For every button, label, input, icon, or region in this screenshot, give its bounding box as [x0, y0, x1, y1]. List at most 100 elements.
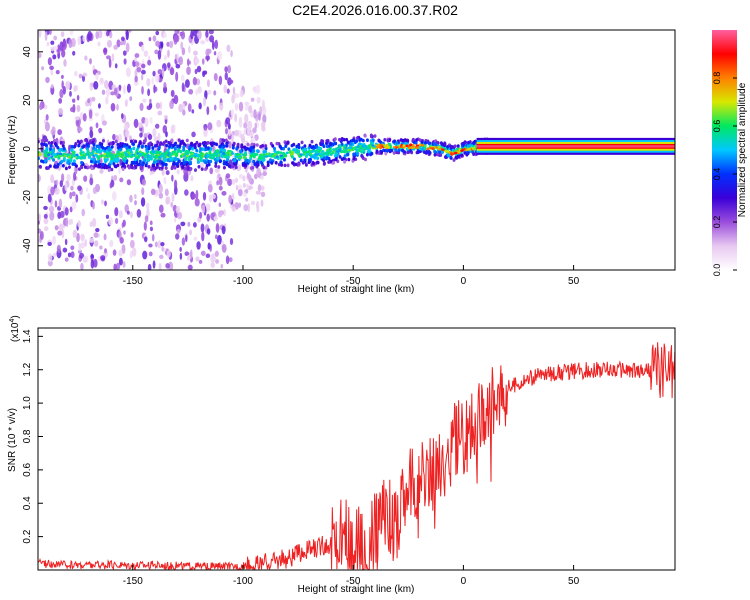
- heatmap-cell: [52, 158, 56, 162]
- heatmap-cell: [38, 228, 42, 234]
- heatmap-cell: [243, 122, 248, 129]
- heatmap-cell: [64, 238, 68, 246]
- heatmap-cell: [180, 74, 185, 82]
- heatmap-cell: [154, 86, 158, 92]
- heatmap-cell: [43, 226, 49, 232]
- heatmap-cell: [209, 141, 213, 146]
- heatmap-cell: [56, 162, 60, 167]
- heatmap-cell: [258, 155, 263, 159]
- heatmap-cell: [170, 124, 174, 134]
- heatmap-cell: [84, 55, 88, 61]
- heatmap-cell: [310, 139, 314, 144]
- heatmap-cell: [202, 70, 206, 78]
- heatmap-cell: [110, 105, 116, 111]
- heatmap-cell: [165, 263, 170, 269]
- heatmap-cell: [47, 193, 52, 203]
- heatmap-cell: [314, 151, 319, 154]
- heatmap-cell: [427, 150, 431, 155]
- heatmap-cell: [163, 81, 167, 89]
- heatmap-cell: [322, 144, 326, 149]
- heatmap-cell: [476, 145, 675, 148]
- heatmap-cell: [223, 209, 227, 217]
- heatmap-cell: [108, 217, 113, 226]
- y-tick-label: -20: [22, 190, 33, 205]
- heatmap-cell: [278, 145, 282, 149]
- heatmap-cell: [51, 148, 55, 152]
- heatmap-cell: [261, 144, 265, 148]
- y-tick-label: 20: [22, 94, 33, 106]
- chart-title: C2E4.2026.016.00.37.R02: [292, 2, 458, 18]
- heatmap-cell: [59, 152, 63, 156]
- heatmap-cell: [136, 208, 142, 218]
- heatmap-cell: [49, 143, 53, 148]
- heatmap-cell: [446, 153, 450, 157]
- heatmap-cell: [64, 257, 69, 262]
- heatmap-cell: [53, 142, 57, 146]
- heatmap-cell: [185, 152, 189, 156]
- heatmap-cell: [218, 185, 223, 191]
- heatmap-cell: [104, 80, 109, 89]
- heatmap-cell: [87, 165, 91, 170]
- heatmap-cell: [109, 239, 114, 248]
- heatmap-cell: [332, 148, 336, 151]
- heatmap-cell: [140, 144, 144, 149]
- heatmap-cell: [151, 233, 155, 242]
- heatmap-cell: [110, 91, 115, 96]
- heatmap-cell: [217, 165, 221, 169]
- heatmap-cell: [297, 161, 301, 166]
- heatmap-cell: [252, 145, 256, 149]
- heatmap-cell: [112, 133, 116, 141]
- heatmap-cell: [90, 152, 94, 155]
- heatmap-cell: [114, 139, 118, 144]
- heatmap-cell: [142, 98, 147, 103]
- heatmap-cell: [226, 155, 230, 159]
- heatmap-cell: [189, 229, 193, 236]
- heatmap-cell: [327, 151, 331, 154]
- heatmap-cell: [333, 137, 337, 141]
- heatmap-cell: [164, 188, 169, 197]
- heatmap-cell: [347, 157, 351, 162]
- heatmap-cell: [349, 141, 353, 146]
- heatmap-cell: [122, 144, 126, 148]
- heatmap-cell: [222, 165, 226, 170]
- heatmap-cell: [205, 30, 209, 38]
- heatmap-cell: [148, 142, 152, 146]
- heatmap-cell: [334, 151, 338, 156]
- heatmap-cell: [152, 70, 156, 77]
- heatmap-cell: [238, 174, 243, 179]
- heatmap-cell: [233, 158, 237, 163]
- heatmap-cell: [227, 64, 232, 74]
- heatmap-cell: [310, 150, 314, 153]
- y-tick-label: -40: [22, 238, 33, 253]
- heatmap-cell: [176, 161, 180, 166]
- heatmap-cell: [100, 77, 103, 84]
- heatmap-cell: [393, 139, 397, 143]
- heatmap-cell: [77, 220, 82, 228]
- heatmap-cell: [99, 168, 104, 174]
- heatmap-cell: [188, 88, 194, 95]
- heatmap-cell: [444, 149, 448, 153]
- heatmap-cell: [110, 167, 114, 172]
- heatmap-cell: [116, 163, 120, 168]
- x-tick-label: -150: [123, 576, 143, 587]
- heatmap-cell: [292, 157, 296, 161]
- heatmap-cell: [157, 240, 162, 249]
- heatmap-cell: [74, 142, 78, 146]
- heatmap-cell: [93, 258, 98, 268]
- heatmap-cell: [40, 142, 44, 146]
- heatmap-cell: [48, 205, 55, 213]
- heatmap-cell: [115, 157, 119, 162]
- heatmap-cell: [244, 159, 248, 163]
- heatmap-cell: [217, 51, 223, 61]
- heatmap-cell: [205, 163, 209, 168]
- heatmap-cell: [410, 146, 414, 150]
- heatmap-cell: [420, 140, 424, 144]
- heatmap-cell: [129, 151, 134, 154]
- heatmap-cell: [80, 233, 85, 242]
- heatmap-cell: [416, 150, 420, 154]
- colorbar-tick-label: 0.4: [712, 168, 722, 181]
- heatmap-cell: [75, 153, 79, 157]
- heatmap-cell: [69, 206, 73, 213]
- heatmap-cell: [231, 164, 235, 169]
- heatmap-cell: [238, 116, 243, 127]
